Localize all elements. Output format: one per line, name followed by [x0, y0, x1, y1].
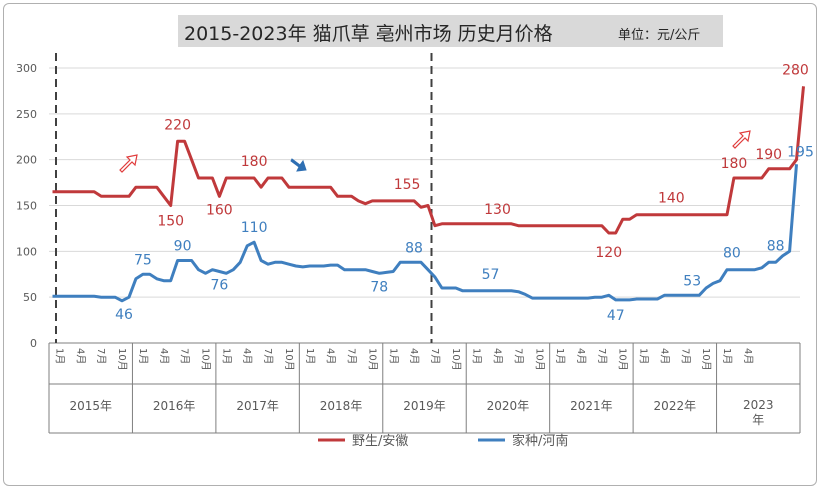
x-month-label: 7月 — [429, 348, 441, 364]
data-label: 78 — [370, 279, 388, 295]
data-label: 80 — [723, 246, 741, 262]
data-label: 180 — [721, 156, 748, 172]
x-month-label: 7月 — [262, 348, 274, 364]
data-label: 155 — [394, 177, 421, 193]
x-month-label: 4月 — [492, 348, 504, 364]
x-year-label: 2016年 — [153, 399, 196, 413]
data-label: 76 — [210, 278, 228, 294]
data-label: 150 — [157, 214, 184, 230]
data-label: 195 — [787, 144, 814, 160]
x-month-label: 10月 — [700, 348, 712, 371]
x-month-label: 10月 — [283, 348, 295, 371]
x-month-label: 4月 — [325, 348, 337, 364]
x-year-label: 2022年 — [654, 399, 697, 413]
up-arrow-icon — [119, 154, 138, 173]
down-arrow-icon — [290, 158, 307, 172]
y-tick-label: 150 — [16, 200, 37, 213]
legend-label-wild: 野生/安徽 — [352, 434, 408, 449]
x-month-label: 4月 — [658, 348, 670, 364]
x-month-label: 4月 — [575, 348, 587, 364]
data-label: 180 — [241, 154, 268, 170]
data-label: 130 — [484, 202, 511, 218]
x-month-label: 10月 — [200, 348, 212, 371]
x-month-label: 1月 — [137, 348, 149, 364]
x-month-label: 1月 — [638, 348, 650, 364]
data-label: 220 — [164, 117, 191, 133]
data-label: 53 — [683, 273, 701, 289]
series-line-wild — [52, 86, 805, 235]
x-month-label: 1月 — [471, 348, 483, 364]
x-month-label: 7月 — [179, 348, 191, 364]
x-month-label: 4月 — [408, 348, 420, 364]
data-label: 88 — [405, 240, 423, 256]
data-label: 75 — [134, 252, 152, 268]
y-tick-label: 0 — [30, 337, 37, 350]
x-month-label: 1月 — [721, 348, 733, 364]
x-month-label: 1月 — [387, 348, 399, 364]
data-label: 190 — [755, 147, 782, 163]
x-month-label: 10月 — [533, 348, 545, 371]
x-year-label: 2015年 — [69, 399, 112, 413]
chart-title: 2015-2023年 猫爪草 亳州市场 历史月价格 — [184, 23, 553, 45]
data-label: 90 — [174, 239, 192, 255]
x-month-label: 7月 — [596, 348, 608, 364]
x-month-label: 4月 — [742, 348, 754, 364]
y-tick-label: 50 — [23, 291, 37, 304]
x-month-label: 4月 — [158, 348, 170, 364]
x-year-label: 2020年 — [487, 399, 530, 413]
data-label: 47 — [607, 308, 625, 324]
chart-frame — [3, 3, 817, 486]
x-month-label: 7月 — [95, 348, 107, 364]
x-year-label: 2023 年 — [743, 398, 774, 427]
data-label: 280 — [782, 62, 809, 78]
x-month-label: 4月 — [241, 348, 253, 364]
x-month-label: 7月 — [346, 348, 358, 364]
x-year-label: 2021年 — [570, 399, 613, 413]
data-label: 57 — [482, 267, 500, 283]
x-month-label: 7月 — [679, 348, 691, 364]
series-line-cultivated — [52, 164, 798, 303]
x-month-label: 10月 — [116, 348, 128, 371]
legend-label-cultivated: 家种/河南 — [512, 433, 568, 449]
x-month-label: 1月 — [304, 348, 316, 364]
data-label: 140 — [658, 191, 685, 207]
x-month-label: 4月 — [74, 348, 86, 364]
data-label: 120 — [595, 245, 622, 261]
x-month-label: 1月 — [554, 348, 566, 364]
x-month-label: 10月 — [450, 348, 462, 371]
x-month-label: 10月 — [617, 348, 629, 371]
x-year-label: 2019年 — [403, 399, 446, 413]
data-label: 88 — [767, 238, 785, 254]
x-month-label: 1月 — [220, 348, 232, 364]
x-year-label: 2017年 — [236, 399, 279, 413]
y-tick-label: 200 — [16, 154, 37, 167]
x-month-label: 7月 — [512, 348, 524, 364]
y-tick-label: 250 — [16, 108, 37, 121]
x-month-label: 10月 — [366, 348, 378, 371]
up-arrow-icon — [732, 130, 751, 149]
y-tick-label: 300 — [16, 62, 37, 75]
y-tick-label: 100 — [16, 245, 37, 258]
data-label: 110 — [241, 220, 268, 236]
x-year-label: 2018年 — [320, 399, 363, 413]
x-month-label: 1月 — [53, 348, 65, 364]
data-label: 160 — [206, 202, 233, 218]
data-label: 46 — [115, 307, 133, 323]
unit-label: 单位：元/公斤 — [618, 28, 701, 43]
title-box: 2015-2023年 猫爪草 亳州市场 历史月价格 单位：元/公斤 — [178, 15, 723, 47]
